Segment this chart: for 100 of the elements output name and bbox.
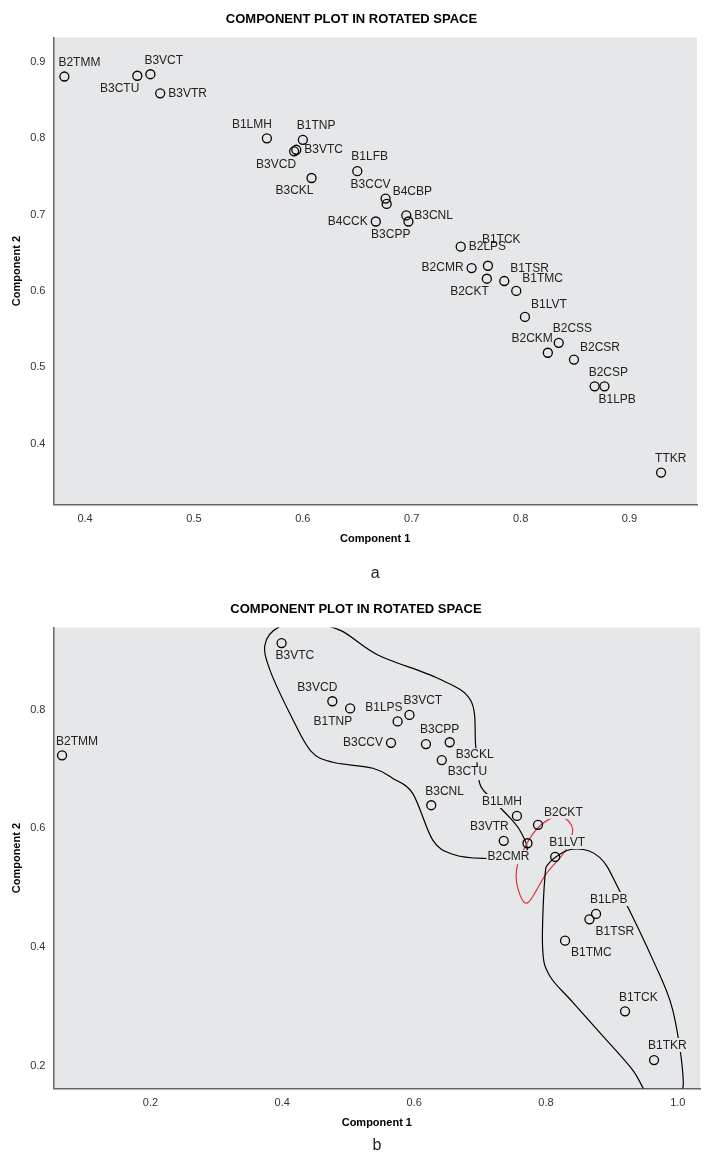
point — [590, 908, 602, 920]
series-label: B2CKM — [511, 331, 553, 346]
x-axis-title: Component 1 — [341, 1116, 412, 1129]
series-label: B2CSS — [552, 321, 593, 336]
point — [532, 819, 544, 830]
x-tick-label: 0.6 — [295, 512, 311, 525]
series-label: B3CKL — [275, 183, 314, 198]
series-label: B3CPP — [419, 722, 460, 737]
y-tick-label: 0.6 — [30, 283, 46, 296]
x-tick-label: 0.7 — [404, 512, 420, 525]
point — [542, 347, 553, 358]
series-label: B3CTU — [99, 81, 140, 96]
series-label: B2TMM — [58, 54, 101, 69]
point — [436, 754, 447, 766]
point — [444, 737, 455, 748]
x-tick-label: 0.2 — [142, 1096, 159, 1109]
chart-title: COMPONENT PLOT IN ROTATED SPACE — [225, 11, 478, 27]
point — [403, 216, 414, 227]
series-label: B3VCD — [297, 679, 338, 694]
point — [568, 354, 580, 365]
series-label: B1LVT — [530, 297, 568, 312]
y-axis-title: Component 2 — [9, 822, 22, 894]
series-label: B3CKL — [455, 746, 495, 761]
series-label: B1TMC — [571, 944, 613, 959]
series-label: B2CMR — [421, 260, 464, 275]
point — [155, 88, 166, 99]
point — [553, 337, 564, 348]
point — [589, 381, 600, 392]
point — [584, 914, 595, 925]
y-tick-label: 0.5 — [30, 360, 46, 373]
series-label: B3CNL — [414, 207, 454, 222]
point — [306, 172, 317, 184]
series-label: B3CTU — [447, 764, 488, 779]
series-label: B3CCV — [350, 176, 391, 191]
series-label: TTKR — [655, 450, 687, 465]
series-label: B1LPB — [598, 391, 636, 406]
series-label: B3VCD — [256, 156, 297, 171]
point — [392, 716, 403, 727]
x-tick-label: 0.6 — [406, 1096, 422, 1109]
point — [619, 1006, 631, 1017]
point — [385, 737, 397, 748]
series-label: B1TNP — [296, 118, 336, 133]
series-label: B3CCV — [343, 735, 384, 750]
series-label: B1TNP — [313, 713, 353, 728]
y-tick-label: 0.9 — [30, 55, 46, 68]
point — [59, 71, 70, 82]
point — [401, 210, 412, 221]
x-tick-label: 0.8 — [512, 512, 529, 525]
point — [648, 1054, 660, 1066]
y-tick-label: 0.7 — [30, 207, 46, 220]
series-label: B1LPS — [365, 699, 403, 714]
y-tick-label: 0.4 — [30, 436, 46, 449]
y-tick-label: 0.4 — [30, 940, 46, 953]
point — [426, 800, 437, 811]
series-label: B2CKT — [450, 284, 490, 299]
point — [466, 262, 477, 274]
point — [498, 835, 509, 847]
y-tick-label: 0.2 — [30, 1059, 46, 1072]
series-label: B1LVT — [549, 835, 586, 850]
series-label: B3VCT — [144, 52, 184, 67]
point — [420, 738, 432, 750]
point — [559, 935, 571, 946]
series-label: B3VCT — [403, 693, 443, 708]
point — [519, 311, 531, 323]
point — [352, 165, 363, 177]
series-label: B2CKT — [544, 805, 584, 820]
point — [655, 467, 667, 478]
point — [381, 198, 392, 210]
series-label: B1TCK — [619, 989, 658, 1004]
point — [145, 69, 156, 80]
x-tick-label: 0.4 — [77, 512, 93, 525]
point — [370, 216, 381, 227]
point — [261, 133, 273, 144]
point — [511, 810, 523, 822]
series-label: B1LMH — [231, 116, 272, 131]
x-tick-label: 0.4 — [274, 1096, 290, 1109]
point — [481, 273, 492, 284]
point — [599, 381, 610, 392]
series-label: B1TSR — [595, 923, 635, 938]
series-label: B2CSR — [579, 339, 621, 354]
text: b — [372, 1136, 382, 1154]
chart-title: COMPONENT PLOT IN ROTATED SPACE — [230, 601, 482, 617]
point — [482, 260, 494, 271]
point — [380, 193, 391, 204]
x-tick-label: 0.9 — [621, 512, 638, 525]
series-label: B4CBP — [392, 184, 433, 199]
x-tick-label: 0.8 — [538, 1096, 554, 1109]
point — [132, 70, 143, 81]
series-label: B1LPB — [590, 892, 628, 907]
series-label: B2CSP — [588, 364, 629, 379]
y-tick-label: 0.6 — [30, 821, 46, 834]
series-label: B3VTR — [168, 85, 208, 100]
point — [327, 696, 338, 707]
series-label: B1LMH — [481, 794, 522, 809]
point — [345, 703, 356, 714]
y-tick-label: 0.8 — [30, 702, 46, 715]
series-label: B1TMC — [522, 271, 564, 286]
series-label: B1LFB — [351, 149, 388, 164]
series-label: B1TKR — [648, 1038, 688, 1053]
point — [511, 285, 522, 297]
